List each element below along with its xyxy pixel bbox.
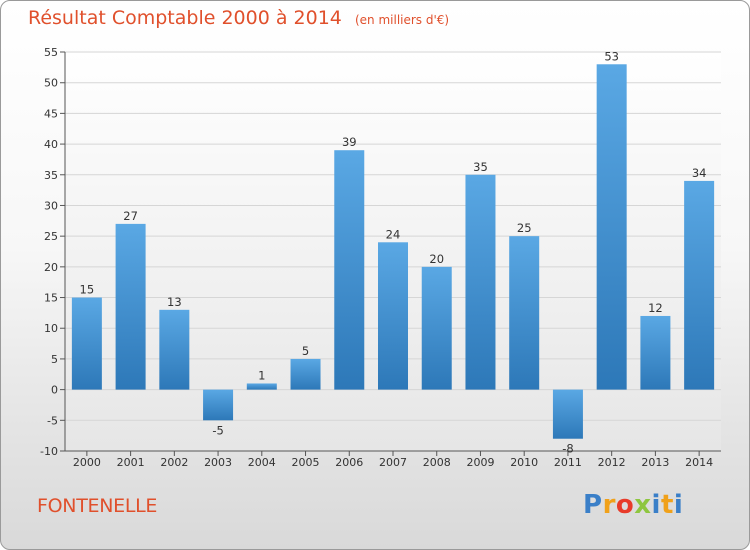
bars: [71, 64, 715, 439]
x-tick-label: 2009: [466, 456, 494, 469]
labels: -10-505101520253035404550551520002720011…: [40, 46, 713, 469]
logo-letter: o: [615, 490, 635, 520]
x-tick-label: 2008: [423, 456, 451, 469]
bar-2009: [465, 174, 496, 390]
logo-letter: t: [660, 490, 674, 520]
bar-2008: [421, 266, 452, 390]
x-tick-label: 2003: [204, 456, 232, 469]
y-tick-label: 30: [44, 199, 58, 212]
bar-2012: [596, 64, 627, 390]
proxiti-logo: Proxiti: [583, 490, 683, 520]
logo-letter: P: [583, 490, 603, 520]
x-tick-label: 2001: [117, 456, 145, 469]
bar-2007: [378, 242, 408, 390]
value-label: 20: [429, 252, 444, 266]
x-tick-label: 2007: [379, 456, 407, 469]
y-tick-label: 5: [51, 353, 58, 366]
axes: [60, 51, 721, 456]
x-tick-label: 2005: [292, 456, 320, 469]
value-label: 27: [123, 209, 138, 223]
x-tick-label: 2010: [510, 456, 538, 469]
value-label: 35: [473, 160, 488, 174]
value-label: -8: [562, 442, 573, 456]
y-tick-label: 55: [44, 46, 58, 59]
y-tick-label: 15: [44, 292, 58, 305]
value-label: -5: [212, 423, 223, 437]
value-label: 1: [258, 368, 265, 382]
logo-letter: x: [634, 490, 652, 520]
bar-2000: [71, 297, 102, 390]
bar-2003: [203, 389, 234, 421]
y-tick-label: 20: [44, 261, 58, 274]
value-label: 5: [302, 344, 309, 358]
y-tick-label: 45: [44, 107, 58, 120]
bar-2002: [159, 309, 190, 390]
commune-name: FONTENELLE: [37, 495, 158, 517]
x-tick-label: 2006: [335, 456, 363, 469]
chart-title: Résultat Comptable 2000 à 2014: [28, 7, 342, 29]
x-tick-label: 2004: [248, 456, 276, 469]
bar-2006: [334, 150, 365, 390]
value-label: 12: [648, 301, 663, 315]
value-label: 24: [386, 227, 401, 241]
y-tick-label: 40: [44, 138, 58, 151]
x-tick-label: 2002: [160, 456, 188, 469]
value-label: 34: [692, 166, 707, 180]
value-label: 13: [167, 295, 182, 309]
x-tick-label: 2014: [685, 456, 713, 469]
x-tick-label: 2013: [641, 456, 669, 469]
y-tick-label: 25: [44, 230, 58, 243]
logo-letter: r: [602, 490, 616, 520]
x-tick-label: 2012: [598, 456, 626, 469]
bar-2001: [115, 223, 146, 390]
bar-2004: [246, 383, 277, 390]
y-tick-label: -10: [40, 445, 58, 458]
y-tick-label: 10: [44, 322, 58, 335]
logo-letter: i: [651, 490, 661, 520]
bar-2011: [552, 389, 583, 439]
y-tick-label: -5: [47, 414, 58, 427]
value-label: 39: [342, 135, 357, 149]
logo-letter: i: [673, 490, 684, 520]
y-tick-label: 35: [44, 169, 58, 182]
bar-2014: [684, 180, 715, 390]
y-tick-label: 0: [51, 384, 58, 397]
chart-subtitle: (en milliers d'€): [354, 13, 450, 27]
value-label: 25: [517, 221, 532, 235]
value-label: 53: [604, 49, 619, 63]
value-label: 15: [80, 283, 95, 297]
bar-2005: [290, 358, 321, 390]
x-tick-label: 2000: [73, 456, 101, 469]
bar-2010: [509, 236, 540, 390]
bar-2013: [640, 315, 671, 390]
x-tick-label: 2011: [554, 456, 582, 469]
y-tick-label: 50: [44, 77, 58, 90]
title-row: Résultat Comptable 2000 à 2014 (en milli…: [28, 7, 449, 29]
